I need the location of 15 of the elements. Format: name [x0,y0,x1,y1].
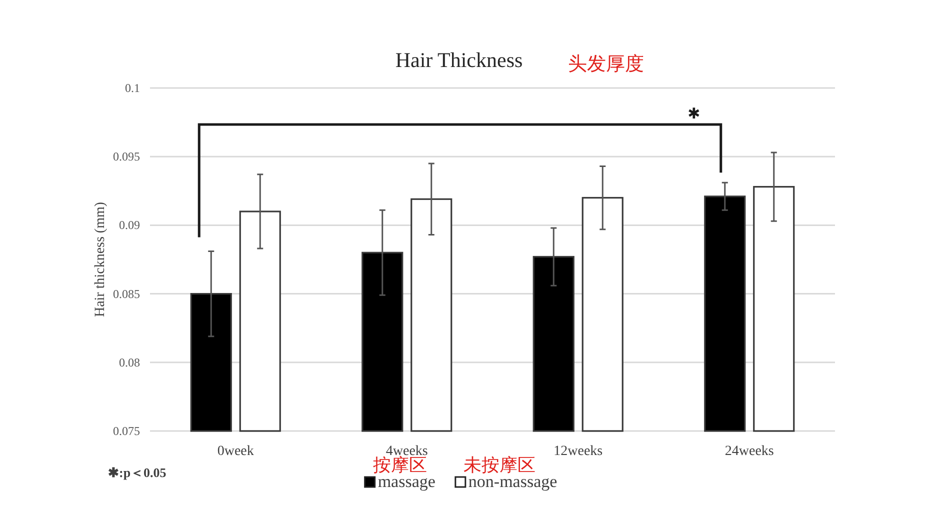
y-tick-label: 0.075 [113,424,140,438]
legend-label: massage [378,472,436,491]
y-tick-label: 0.095 [113,150,140,164]
y-tick-label: 0.09 [119,218,140,232]
x-tick-label: 12weeks [554,444,603,459]
y-tick-label: 0.08 [119,355,140,370]
y-axis-title: Hair thickness (mm) [93,202,108,318]
text: 头发厚度 [568,53,644,75]
annotation: ✱ [688,104,700,122]
text: ✱:p＜0.05 [108,465,167,480]
x-tick-label: 24weeks [724,444,774,459]
x-tick-label: 0week [217,444,254,459]
chart-title: Hair Thickness [395,48,523,72]
y-tick-label: 0.085 [113,286,140,301]
y-tick-label: 0.1 [125,81,140,95]
